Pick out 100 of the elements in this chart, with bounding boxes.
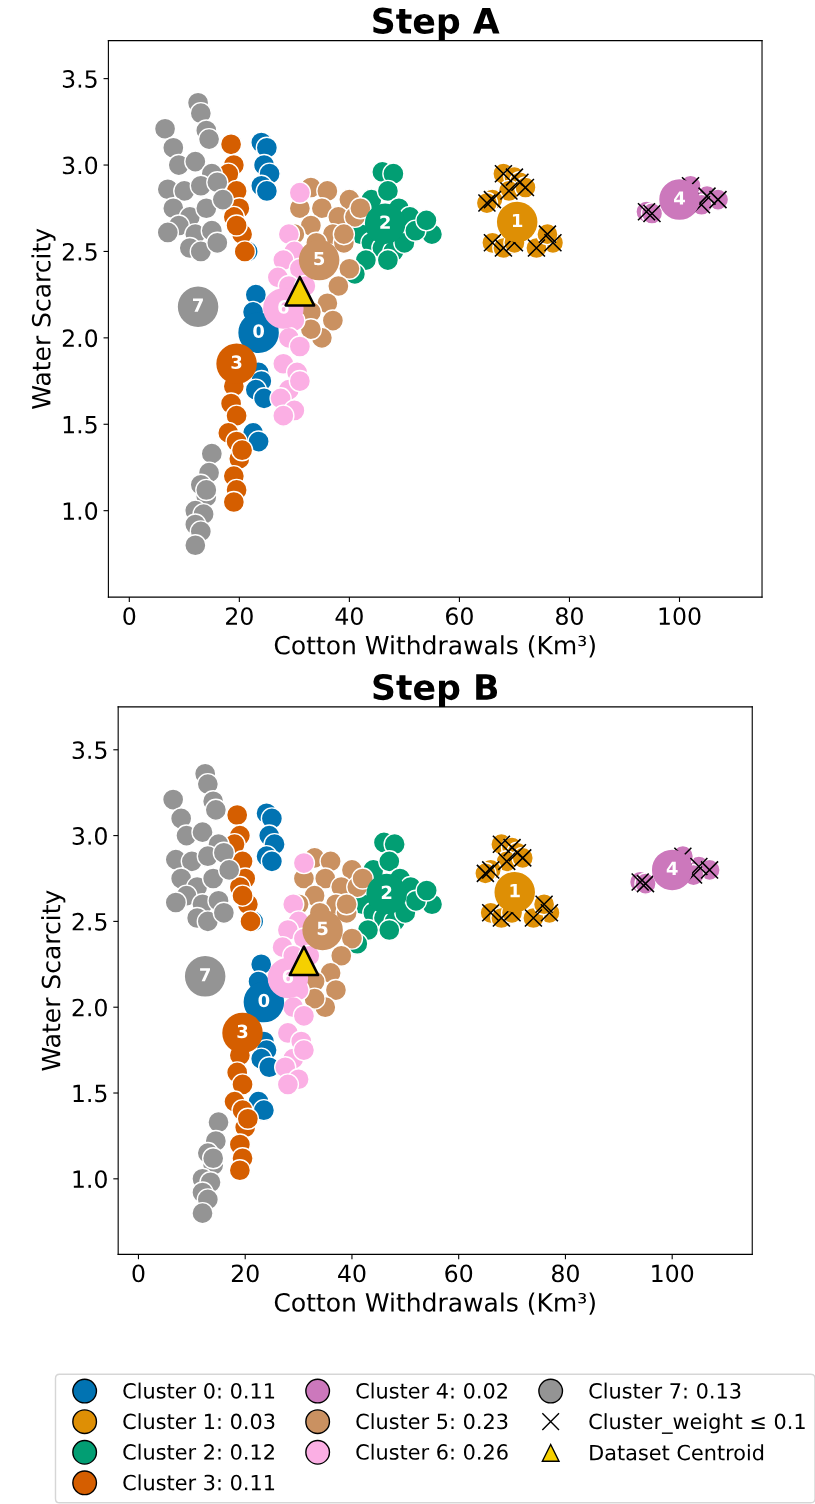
point — [376, 179, 400, 203]
point — [382, 162, 405, 185]
point — [217, 858, 241, 882]
annotation: 7 — [193, 298, 203, 312]
point — [321, 309, 345, 332]
annotation: 3 — [237, 1024, 248, 1039]
point — [184, 150, 207, 173]
y-axis-title: Water Scarcity — [41, 890, 66, 1071]
x-tick-label: 100 — [652, 1264, 694, 1283]
point — [204, 798, 228, 822]
legend-label: Cluster 7: 0.13 — [589, 1382, 741, 1399]
point — [211, 188, 235, 211]
y-tick-label: 2.0 — [62, 329, 98, 348]
point — [206, 231, 229, 255]
y-tick-label: 1.5 — [63, 416, 97, 434]
point — [189, 101, 213, 125]
annotation: 1 — [510, 884, 520, 898]
point — [272, 404, 295, 427]
point — [335, 893, 358, 916]
point — [415, 209, 438, 232]
point — [200, 442, 224, 465]
legend-label: Cluster 5: 0.23 — [356, 1413, 508, 1430]
annotation: 5 — [317, 921, 328, 936]
y-tick-label: 3.5 — [72, 741, 107, 760]
point — [292, 851, 316, 875]
point — [228, 1159, 252, 1182]
annotation: 4 — [674, 191, 685, 205]
point — [189, 240, 213, 263]
point — [349, 197, 372, 220]
y-tick-label: 3.5 — [62, 70, 97, 88]
chart-title: Step B — [373, 673, 498, 707]
annotation: 5 — [314, 251, 325, 266]
point — [292, 1038, 316, 1062]
point — [196, 910, 220, 933]
x-tick-label: 0 — [123, 607, 136, 626]
point — [378, 850, 401, 873]
x-tick-label: 80 — [556, 607, 583, 626]
annotation: 0 — [258, 993, 270, 1008]
y-tick-label: 2.0 — [72, 998, 107, 1017]
y-tick-label: 2.5 — [62, 242, 97, 261]
point — [219, 133, 243, 156]
point — [212, 841, 236, 864]
point — [288, 369, 312, 393]
point — [184, 534, 207, 557]
x-tick-label: 0 — [132, 1264, 145, 1283]
point — [415, 879, 438, 902]
point — [161, 788, 185, 811]
point — [378, 918, 401, 942]
point — [164, 891, 188, 914]
point — [225, 214, 248, 237]
x-tick-label: 80 — [552, 1264, 579, 1283]
x-tick-label: 40 — [338, 1264, 366, 1283]
x-tick-label: 20 — [231, 1264, 259, 1283]
point — [153, 117, 177, 140]
point — [376, 248, 400, 272]
point — [277, 222, 301, 246]
annotation: 0 — [253, 324, 265, 338]
annotation: 3 — [231, 355, 242, 370]
y-tick-label: 2.5 — [72, 912, 107, 931]
point — [230, 438, 254, 462]
point — [327, 274, 350, 298]
point — [191, 820, 214, 844]
y-tick-label: 3.0 — [72, 827, 107, 845]
point — [282, 893, 305, 916]
point — [324, 978, 348, 1002]
point — [255, 179, 279, 203]
point — [156, 221, 180, 244]
point — [319, 850, 342, 873]
legend-label: Cluster 2: 0.12 — [123, 1443, 274, 1460]
point — [252, 1098, 276, 1122]
legend-label: Cluster 0: 0.11 — [123, 1382, 275, 1399]
annotation: 2 — [380, 215, 390, 229]
point — [231, 884, 254, 907]
y-tick-label: 1.5 — [73, 1084, 107, 1103]
point — [206, 171, 229, 194]
point — [236, 1107, 260, 1130]
legend-label: Dataset Centroid — [590, 1444, 764, 1461]
x-tick-label: 40 — [335, 607, 363, 626]
x-tick-label: 100 — [659, 607, 701, 626]
y-axis-title: Water Scarcity — [31, 228, 56, 409]
point — [212, 901, 236, 925]
legend-label: Cluster 1: 0.03 — [123, 1413, 275, 1430]
point — [201, 867, 225, 890]
point — [330, 944, 353, 967]
legend-label: Cluster 4: 0.02 — [356, 1382, 507, 1399]
point — [191, 1201, 214, 1225]
x-tick-label: 20 — [226, 607, 253, 626]
y-tick-label: 1.0 — [63, 502, 98, 520]
legend-label: Cluster_weight ≤ 0.1 — [589, 1413, 805, 1434]
point — [288, 335, 312, 358]
annotation: 2 — [381, 885, 392, 899]
legend-label: Cluster 6: 0.26 — [356, 1443, 508, 1460]
point — [231, 1073, 254, 1096]
point — [332, 222, 356, 246]
legend-label: Cluster 3: 0.11 — [123, 1474, 275, 1491]
x-axis-title: Cotton Withdrawals (Km³) — [274, 635, 595, 658]
point — [162, 136, 185, 159]
point — [195, 478, 218, 502]
point — [340, 927, 364, 950]
x-tick-label: 60 — [446, 607, 473, 626]
